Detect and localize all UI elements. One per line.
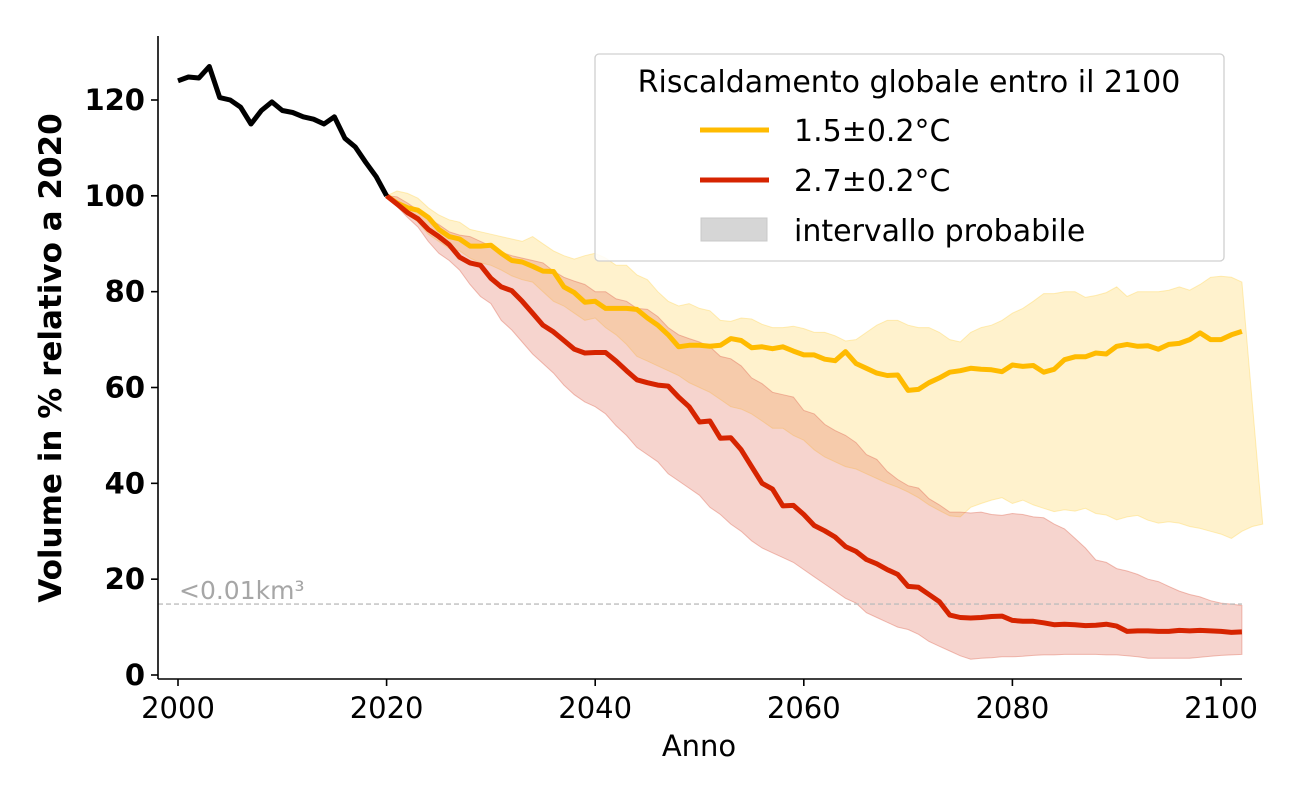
legend-label-likely-range: intervallo probabile	[794, 214, 1085, 249]
y-tick-label: 60	[105, 371, 145, 405]
x-tick-label: 2060	[767, 691, 841, 725]
x-tick-label: 2020	[350, 691, 424, 725]
x-tick-label: 2040	[558, 691, 632, 725]
likely-range-band-2-7c	[385, 195, 1243, 660]
series-line-2-7c	[385, 193, 1243, 635]
y-tick-label: 120	[84, 83, 145, 117]
x-axis-title: Anno	[662, 729, 736, 763]
y-tick-label: 80	[105, 275, 145, 309]
legend-swatch-likely-range	[700, 217, 768, 242]
x-tick-label: 2080	[975, 691, 1049, 725]
x-tick-label: 2000	[141, 691, 215, 725]
series-lines	[177, 64, 1243, 635]
y-ticks: 0 20 40 60 80 100 120	[84, 83, 158, 692]
likely-range-bands	[385, 190, 1264, 660]
y-tick-label: 0	[125, 658, 145, 692]
series-line-1-5c	[385, 193, 1243, 393]
x-ticks: 2000 2020 2040 2060 2080 2100	[141, 679, 1258, 725]
y-axis-title: Volume in % relativo a 2020	[33, 113, 69, 602]
legend-title: Riscaldamento globale entro il 2100	[638, 65, 1181, 100]
legend-label-2-7c: 2.7±0.2°C	[794, 164, 951, 199]
x-tick-label: 2100	[1184, 691, 1258, 725]
y-tick-label: 40	[105, 466, 145, 500]
legend-label-1-5c: 1.5±0.2°C	[794, 114, 951, 149]
legend: Riscaldamento globale entro il 2100 1.5±…	[594, 53, 1225, 262]
likely-range-band-1-5c	[385, 190, 1264, 539]
threshold-annotation: <0.01km³	[179, 576, 304, 605]
y-tick-label: 100	[84, 179, 145, 213]
y-tick-label: 20	[105, 562, 145, 596]
series-line-historical	[177, 64, 389, 197]
legend-frame	[594, 53, 1225, 262]
